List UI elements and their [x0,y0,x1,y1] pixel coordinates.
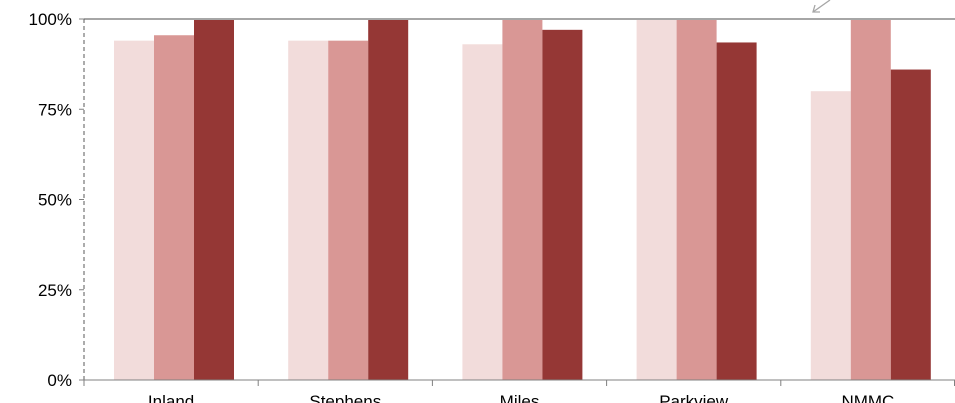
bar-miles-series-1 [462,44,503,381]
y-tick-label: 100% [29,10,72,29]
x-category-label: Parkview [659,392,729,403]
y-tick-label: 50% [38,191,72,210]
x-category-label: Inland [148,392,194,403]
bars-layer [114,19,931,381]
x-category-label: NMMC [841,392,894,403]
annotation-arrow [812,0,831,13]
bar-nmmc-series-1 [810,91,851,380]
bar-miles-series-3 [542,29,583,381]
bar-nmmc-series-2 [850,19,891,380]
bar-stephens-series-1 [288,40,329,380]
bar-inland-series-1 [114,40,154,380]
y-tick-label: 75% [38,100,72,119]
bar-inland-series-2 [154,35,194,381]
y-axis-ticks: 0% 25% 50% 75% 100% [29,10,84,390]
bar-stephens-series-2 [328,40,369,380]
bar-nmmc-series-3 [890,69,931,380]
y-tick-label: 0% [47,371,72,390]
bar-stephens-series-3 [368,19,409,380]
bar-inland-series-3 [194,19,234,380]
bar-parkview-series-2 [676,19,717,380]
bar-miles-series-2 [502,19,543,380]
x-category-label: Stephens [309,392,381,403]
bar-parkview-series-1 [636,19,677,380]
x-category-label: Miles [500,392,540,403]
x-axis-ticks: Inland Stephens Miles Parkview NMMC [83,380,955,403]
bar-parkview-series-3 [716,42,757,381]
y-tick-label: 25% [38,281,72,300]
